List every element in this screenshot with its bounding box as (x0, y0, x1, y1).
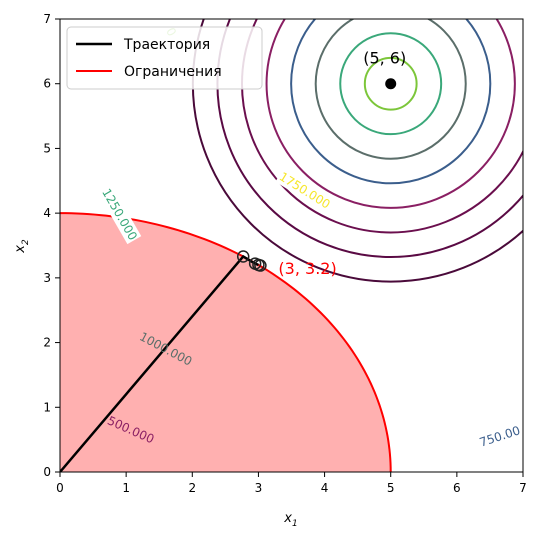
trajectory-line (60, 254, 259, 472)
contour-label-bg-2 (97, 184, 142, 245)
x-axis-title-main: x (283, 511, 292, 526)
legend-constraint-label: Ограничения (124, 64, 222, 80)
y-tick-label-5: 5 (43, 141, 51, 155)
y-tick-label-0: 0 (43, 465, 51, 479)
y-tick-label-3: 3 (43, 271, 51, 285)
iterate-point-3 (254, 259, 267, 272)
optimum-point-marker (385, 78, 397, 90)
iterate-point-0 (236, 250, 250, 263)
legend: Траектория Ограничения (66, 26, 263, 90)
x-tick-label-0: 0 (56, 481, 64, 495)
x-axis-ticks: 0 1 2 3 4 5 6 7 (56, 472, 527, 495)
plot-frame (59, 18, 524, 473)
contour-level-500 (265, 19, 516, 209)
contour-level-1000 (314, 19, 467, 160)
constraint-region (60, 213, 391, 472)
x-tick-label-2: 2 (188, 481, 196, 495)
x-tick-label-1: 1 (122, 481, 130, 495)
contour-label-bg-3 (275, 168, 335, 213)
contour-lines (191, 19, 523, 283)
y-tick-label-7: 7 (43, 12, 51, 26)
contour-level-1250 (339, 32, 443, 136)
legend-trajectory-label: Траектория (123, 37, 210, 53)
annotation-constrained-optimum: (3, 3.2) (278, 259, 336, 278)
iterate-markers (236, 250, 267, 272)
contour-level-750 (290, 19, 492, 185)
x-tick-label-4: 4 (321, 481, 329, 495)
y-tick-label-1: 1 (43, 400, 51, 414)
y-axis-title-main: x (13, 245, 28, 254)
y-tick-label-4: 4 (43, 206, 51, 220)
annotations: (5, 6) (3, 3.2) (278, 49, 406, 278)
x-tick-label-5: 5 (387, 481, 395, 495)
x-tick-label-3: 3 (255, 481, 263, 495)
x-tick-label-7: 7 (519, 481, 527, 495)
x-axis-title: x1 (283, 511, 297, 529)
constraint-boundary (60, 212, 392, 472)
x-tick-label-6: 6 (453, 481, 461, 495)
contour-label-bg-4 (476, 421, 523, 451)
y-axis-title: x2 (13, 239, 31, 254)
x-axis-title-sub: 1 (292, 519, 298, 529)
y-tick-label-2: 2 (43, 336, 51, 350)
legend-box (66, 26, 263, 90)
contour-level-1500 (363, 56, 418, 111)
annotation-unconstrained-optimum: (5, 6) (363, 49, 406, 68)
y-tick-label-6: 6 (43, 77, 51, 91)
y-axis-ticks: 0 1 2 3 4 5 6 7 (43, 12, 60, 479)
y-axis-title-sub: 2 (21, 239, 31, 245)
